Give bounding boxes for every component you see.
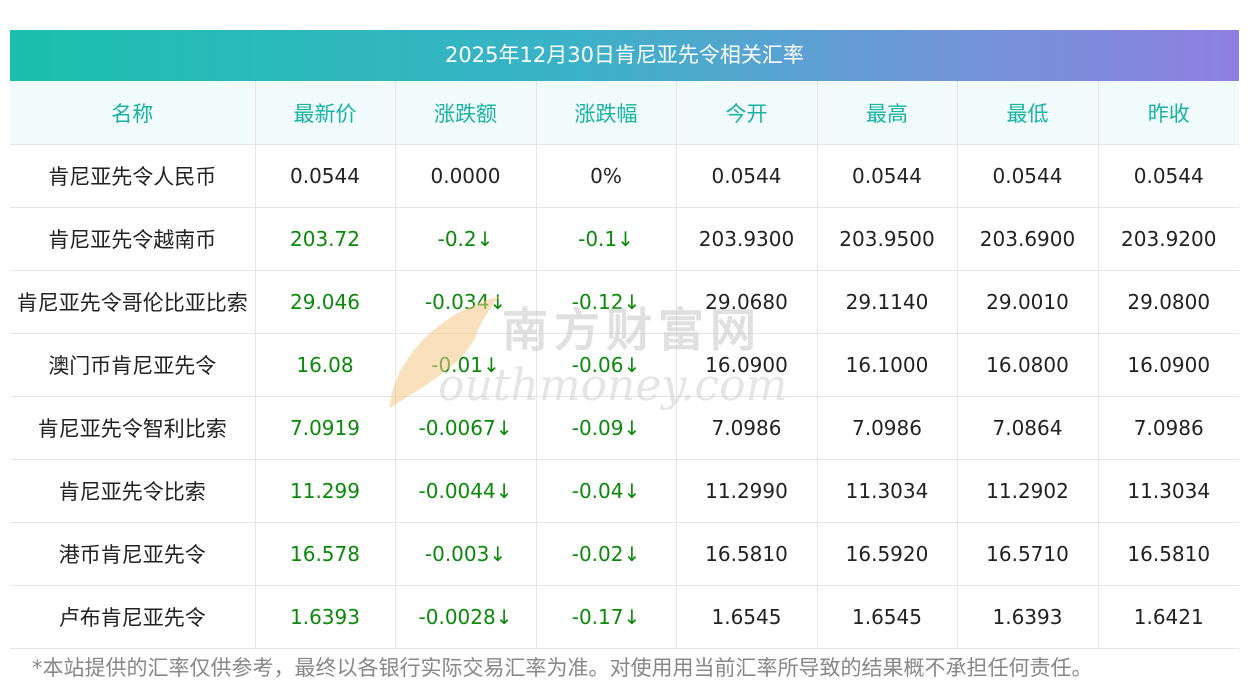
- high-cell: 1.6545: [817, 585, 958, 649]
- high-cell: 29.1140: [817, 270, 958, 334]
- latest-cell: 29.046: [255, 270, 396, 334]
- low-cell: 16.5710: [957, 522, 1099, 586]
- latest-cell: 7.0919: [255, 396, 396, 460]
- open-cell: 16.0900: [676, 333, 818, 397]
- high-cell: 7.0986: [817, 396, 958, 460]
- pct-cell: -0.12↓: [536, 270, 677, 334]
- col-header-prev: 昨收: [1098, 81, 1239, 145]
- latest-cell: 0.0544: [255, 144, 396, 208]
- prev-cell: 16.0900: [1098, 333, 1239, 397]
- table-row: 肯尼亚先令越南币 203.72 -0.2↓ -0.1↓ 203.9300 203.9500…: [10, 207, 1239, 271]
- high-cell: 16.5920: [817, 522, 958, 586]
- pct-cell: -0.17↓: [536, 585, 677, 649]
- open-cell: 7.0986: [676, 396, 818, 460]
- open-cell: 203.9300: [676, 207, 818, 271]
- high-cell: 0.0544: [817, 144, 958, 208]
- change-cell: 0.0000: [395, 144, 537, 208]
- currency-pair-name: 肯尼亚先令人民币: [10, 144, 256, 208]
- currency-pair-name: 肯尼亚先令智利比索: [10, 396, 256, 460]
- change-cell: -0.2↓: [395, 207, 537, 271]
- latest-cell: 1.6393: [255, 585, 396, 649]
- low-cell: 0.0544: [957, 144, 1099, 208]
- change-cell: -0.01↓: [395, 333, 537, 397]
- prev-cell: 7.0986: [1098, 396, 1239, 460]
- currency-pair-name: 澳门币肯尼亚先令: [10, 333, 256, 397]
- currency-pair-name: 肯尼亚先令比索: [10, 459, 256, 523]
- col-header-high: 最高: [817, 81, 958, 145]
- high-cell: 16.1000: [817, 333, 958, 397]
- pct-cell: -0.04↓: [536, 459, 677, 523]
- change-cell: -0.034↓: [395, 270, 537, 334]
- col-header-name: 名称: [10, 81, 256, 145]
- col-header-pct: 涨跌幅: [536, 81, 677, 145]
- header-row: 名称 最新价 涨跌额 涨跌幅 今开 最高 最低 昨收: [10, 81, 1239, 145]
- pct-cell: -0.02↓: [536, 522, 677, 586]
- change-cell: -0.0044↓: [395, 459, 537, 523]
- change-cell: -0.003↓: [395, 522, 537, 586]
- prev-cell: 11.3034: [1098, 459, 1239, 523]
- pct-cell: -0.1↓: [536, 207, 677, 271]
- prev-cell: 0.0544: [1098, 144, 1239, 208]
- prev-cell: 29.0800: [1098, 270, 1239, 334]
- pct-cell: -0.06↓: [536, 333, 677, 397]
- open-cell: 1.6545: [676, 585, 818, 649]
- table-title: 2025年12月30日肯尼亚先令相关汇率: [10, 30, 1239, 81]
- low-cell: 7.0864: [957, 396, 1099, 460]
- currency-pair-name: 肯尼亚先令越南币: [10, 207, 256, 271]
- open-cell: 16.5810: [676, 522, 818, 586]
- latest-cell: 11.299: [255, 459, 396, 523]
- latest-cell: 16.578: [255, 522, 396, 586]
- low-cell: 203.6900: [957, 207, 1099, 271]
- latest-cell: 16.08: [255, 333, 396, 397]
- col-header-low: 最低: [957, 81, 1099, 145]
- table-row: 港币肯尼亚先令 16.578 -0.003↓ -0.02↓ 16.5810 16.5920…: [10, 522, 1239, 586]
- high-cell: 203.9500: [817, 207, 958, 271]
- disclaimer: *本站提供的汇率仅供参考，最终以各银行实际交易汇率为准。对使用用当前汇率所导致的…: [32, 656, 1093, 680]
- currency-pair-name: 肯尼亚先令哥伦比亚比索: [10, 270, 256, 334]
- prev-cell: 16.5810: [1098, 522, 1239, 586]
- open-cell: 11.2990: [676, 459, 818, 523]
- latest-cell: 203.72: [255, 207, 396, 271]
- pct-cell: 0%: [536, 144, 677, 208]
- currency-pair-name: 卢布肯尼亚先令: [10, 585, 256, 649]
- low-cell: 29.0010: [957, 270, 1099, 334]
- open-cell: 0.0544: [676, 144, 818, 208]
- currency-pair-name: 港币肯尼亚先令: [10, 522, 256, 586]
- high-cell: 11.3034: [817, 459, 958, 523]
- table-row: 肯尼亚先令比索 11.299 -0.0044↓ -0.04↓ 11.2990 11.303…: [10, 459, 1239, 523]
- low-cell: 11.2902: [957, 459, 1099, 523]
- table-row: 肯尼亚先令人民币 0.0544 0.0000 0% 0.0544 0.0544 0.0544…: [10, 144, 1239, 208]
- change-cell: -0.0028↓: [395, 585, 537, 649]
- low-cell: 16.0800: [957, 333, 1099, 397]
- open-cell: 29.0680: [676, 270, 818, 334]
- pct-cell: -0.09↓: [536, 396, 677, 460]
- col-header-latest: 最新价: [255, 81, 396, 145]
- col-header-change: 涨跌额: [395, 81, 537, 145]
- col-header-open: 今开: [676, 81, 818, 145]
- table-row: 澳门币肯尼亚先令 16.08 -0.01↓ -0.06↓ 16.0900 16.1000 1…: [10, 333, 1239, 397]
- low-cell: 1.6393: [957, 585, 1099, 649]
- exchange-rate-table: 名称 最新价 涨跌额 涨跌幅 今开 最高 最低 昨收 肯尼亚先令人民币 0.054…: [10, 81, 1239, 649]
- prev-cell: 203.9200: [1098, 207, 1239, 271]
- change-cell: -0.0067↓: [395, 396, 537, 460]
- prev-cell: 1.6421: [1098, 585, 1239, 649]
- table-row: 卢布肯尼亚先令 1.6393 -0.0028↓ -0.17↓ 1.6545 1.6545 1…: [10, 585, 1239, 649]
- rate-table-card: 2025年12月30日肯尼亚先令相关汇率 名称 最新价 涨跌额 涨跌幅 今开 最…: [10, 30, 1239, 649]
- table-row: 肯尼亚先令智利比索 7.0919 -0.0067↓ -0.09↓ 7.0986 7.098…: [10, 396, 1239, 460]
- table-row: 肯尼亚先令哥伦比亚比索 29.046 -0.034↓ -0.12↓ 29.0680 29.…: [10, 270, 1239, 334]
